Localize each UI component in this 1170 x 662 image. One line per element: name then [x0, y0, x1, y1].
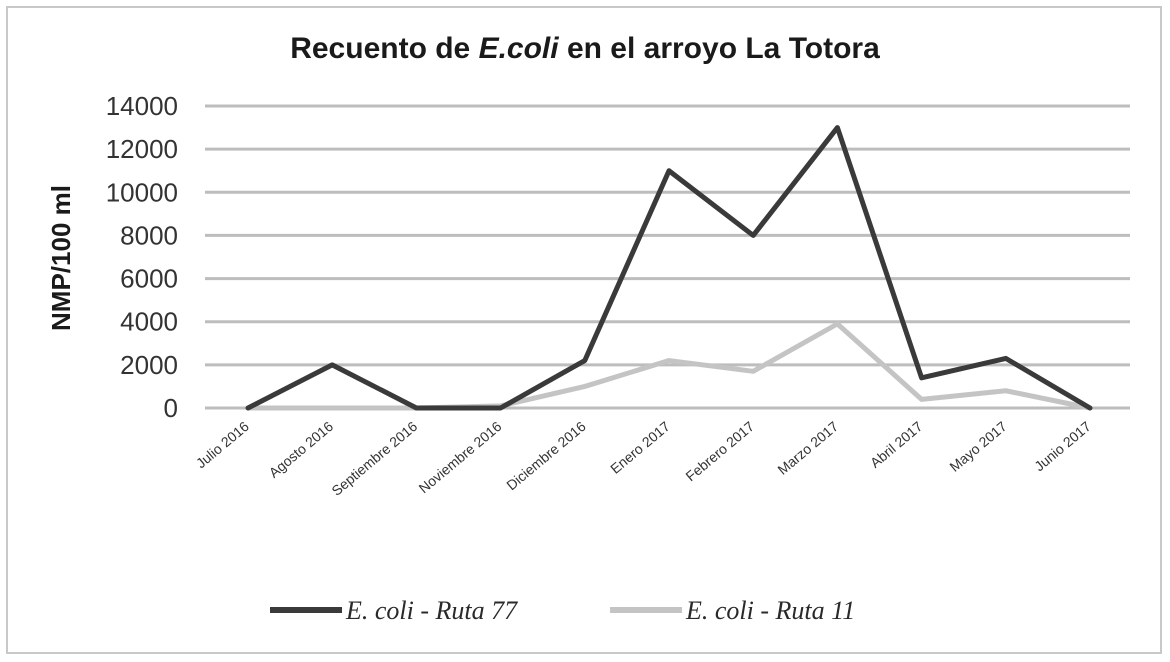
x-tick-label: Septiembre 2016: [328, 418, 420, 499]
y-tick-label: 10000: [106, 177, 178, 207]
y-tick-label: 8000: [120, 220, 178, 250]
series-line-0: [245, 125, 1093, 411]
y-axis-label: NMP/100 ml: [46, 185, 76, 331]
x-tick-label: Enero 2017: [607, 418, 673, 477]
x-tick-label: Abril 2017: [867, 418, 926, 471]
y-tick-label: 4000: [120, 307, 178, 337]
y-tick-label: 2000: [120, 350, 178, 380]
y-tick-label: 0: [164, 393, 178, 423]
chart-title-suffix: en el arroyo La Totora: [559, 32, 880, 65]
x-tick-label: Agosto 2016: [266, 418, 337, 481]
x-tick-label: Julio 2016: [193, 418, 252, 471]
legend-label: E. coli - Ruta 11: [685, 596, 855, 625]
y-tick-label: 6000: [120, 264, 178, 294]
x-tick-label: Diciembre 2016: [503, 418, 589, 493]
x-tick-label: Marzo 2017: [774, 418, 841, 478]
x-tick-label: Junio 2017: [1031, 418, 1094, 474]
x-tick-label: Noviembre 2016: [416, 418, 505, 496]
legend-label: E. coli - Ruta 77: [345, 596, 518, 625]
chart-frame: [6, 6, 1162, 654]
chart-title-italic: E.coli: [479, 32, 560, 65]
series-lines: [245, 125, 1093, 411]
y-tick-label: 12000: [106, 134, 178, 164]
y-axis-ticks: 0 2000 4000 6000 8000 10000 12000 14000: [106, 91, 178, 423]
chart-title: Recuento de E.coli en el arroyo La Totor…: [290, 32, 880, 65]
x-tick-label: Febrero 2017: [682, 418, 757, 484]
series-line-1: [245, 321, 1093, 411]
legend: E. coli - Ruta 77 E. coli - Ruta 11: [270, 596, 855, 625]
x-tick-label: Mayo 2017: [946, 418, 1010, 475]
y-tick-label: 14000: [106, 91, 178, 121]
chart-title-prefix: Recuento de: [290, 32, 478, 65]
